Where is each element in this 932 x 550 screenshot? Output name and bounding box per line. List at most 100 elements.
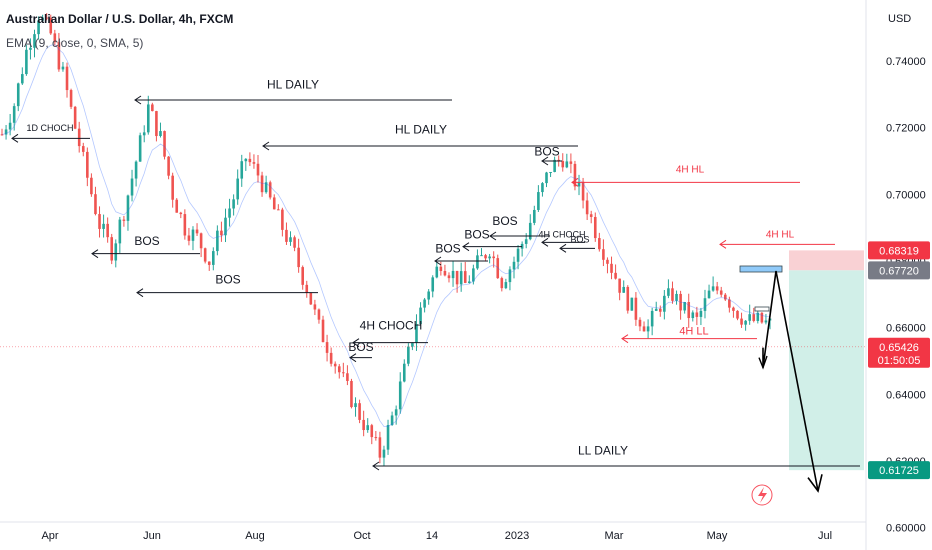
candle-body (764, 320, 768, 323)
candle-body (321, 319, 325, 343)
candle-body (719, 290, 723, 295)
candle-body (504, 282, 508, 289)
level-arrowhead (462, 242, 470, 252)
price-label-box (868, 337, 930, 368)
y-tick-label: 0.72000 (886, 123, 926, 135)
candle-body (496, 258, 500, 279)
candle-body (268, 182, 272, 198)
annotation-label: 1D CHOCH (26, 123, 73, 133)
candle-body (53, 33, 57, 43)
candle-body (333, 363, 337, 367)
candle-body (390, 415, 394, 426)
candle-body (203, 248, 207, 262)
candle-body (658, 308, 662, 312)
candle-body (431, 277, 435, 292)
candle-body (699, 310, 703, 317)
x-tick-label: Jul (818, 530, 832, 542)
candle-body (549, 171, 552, 173)
candle-body (476, 255, 479, 269)
candle-body (646, 326, 650, 332)
candle-body (224, 217, 227, 236)
candle-body (325, 342, 329, 353)
candle-body (374, 437, 378, 439)
candle-body (557, 159, 560, 162)
level-arrowhead (136, 288, 144, 298)
annotation-label: BOS (534, 145, 559, 159)
candle-body (45, 17, 48, 19)
lightning-icon-glyph (758, 487, 767, 503)
candle-body (285, 229, 288, 242)
candle-body (289, 237, 292, 242)
countdown-label: 01:50:05 (878, 355, 921, 367)
candle-body (756, 312, 760, 321)
candle-body (602, 249, 605, 260)
candle-body (728, 299, 731, 308)
price-label-box (868, 261, 930, 280)
candle-body (244, 158, 248, 162)
candle-body (622, 286, 626, 293)
level-arrowhead (571, 177, 579, 187)
candle-body (378, 437, 382, 458)
candle-body (463, 271, 467, 283)
level-arrowhead (11, 133, 19, 143)
candle-body (512, 261, 516, 270)
chart-title: Australian Dollar / U.S. Dollar, 4h, FXC… (6, 12, 234, 26)
projection-arrows (758, 270, 823, 493)
candle-body (398, 381, 402, 410)
candle-body (752, 314, 756, 321)
candle-body (25, 49, 28, 75)
candle-body (260, 175, 264, 193)
price-label-box (868, 461, 930, 480)
candle-body (130, 178, 134, 196)
candle-body (252, 162, 256, 164)
candle-body (411, 342, 414, 347)
candle-body (207, 261, 211, 265)
currency-label: USD (888, 13, 911, 25)
candle-body (598, 238, 601, 250)
x-tick-label: Oct (353, 530, 370, 542)
candle-body (155, 111, 158, 137)
candle-body (216, 230, 219, 252)
candle-body (86, 151, 89, 178)
candle-body (740, 318, 743, 325)
y-tick-label: 0.60000 (886, 523, 926, 535)
candle-body (715, 286, 719, 291)
indicator-legend[interactable]: EMA (9, close, 0, SMA, 5) (6, 36, 144, 50)
candle-body (212, 251, 215, 265)
candle-body (65, 66, 69, 91)
annotation-label: 4H LL (679, 325, 708, 337)
candle-body (366, 425, 370, 431)
candle-body (16, 83, 20, 107)
take-profit-zone (789, 270, 864, 471)
candle-body (516, 248, 520, 262)
annotation-label: BOS (492, 214, 517, 228)
candle-body (362, 419, 365, 431)
candle-body (138, 135, 142, 162)
candle-body (528, 222, 532, 240)
candle-body (21, 74, 24, 84)
level-arrowhead (352, 338, 360, 348)
candle-body (293, 237, 296, 248)
annotation-label: HL DAILY (395, 123, 447, 137)
candle-body (675, 293, 678, 301)
candle-body (492, 256, 495, 259)
candle-body (126, 195, 130, 221)
candle-body (350, 380, 353, 408)
annotation-label: BOS (570, 235, 589, 245)
candle-body (593, 216, 597, 239)
candle-body (134, 161, 138, 179)
x-tick-label: Jun (143, 530, 161, 542)
position-zones (789, 250, 864, 471)
annotation-label: 4H CHOCH (360, 319, 423, 333)
candle-body (167, 156, 170, 176)
candle-body (49, 17, 53, 34)
annotation-label: BOS (435, 241, 460, 255)
level-arrowhead (621, 334, 629, 344)
candle-body (423, 299, 426, 308)
level-arrowhead (91, 249, 99, 259)
price-label-box (868, 241, 930, 260)
candle-body (589, 214, 593, 217)
candle-body (309, 292, 313, 305)
